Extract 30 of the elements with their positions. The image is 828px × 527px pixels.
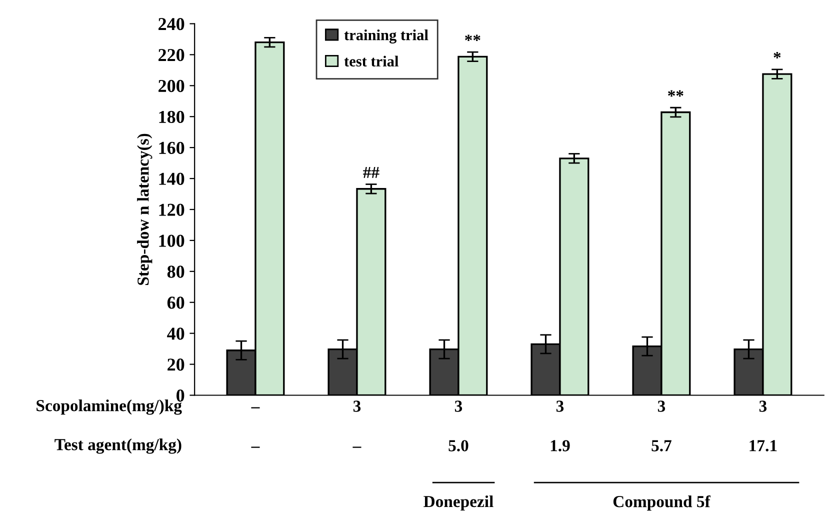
annotation: * — [774, 52, 781, 58]
text: Compound 5f — [613, 495, 710, 511]
y-tick-label: 180 — [159, 110, 184, 124]
y-axis-title: Step-dow n latency(s) — [137, 134, 152, 285]
text: Test agent(mg/kg) — [54, 438, 182, 454]
legend-label: test trial — [344, 56, 398, 67]
category-label: 3 1.9 — [550, 400, 570, 452]
text: Donepezil — [424, 495, 494, 511]
y-tick-label: 160 — [159, 142, 184, 154]
y-tick-label: 20 — [168, 358, 184, 371]
category-label: 3 5.0 — [448, 400, 468, 452]
category-label: 3 – — [352, 400, 362, 448]
y-tick-label: 0 — [176, 390, 184, 402]
annotation: ** — [668, 90, 684, 97]
y-tick-label: 120 — [159, 204, 184, 216]
annotation: ** — [465, 34, 480, 42]
text: Scopolamine(mg/)kg — [36, 400, 182, 415]
y-tick-label: 140 — [159, 172, 184, 185]
y-tick-label: 60 — [167, 296, 184, 309]
y-tick-label: 40 — [167, 328, 184, 340]
y-tick-label: 200 — [158, 80, 184, 92]
category-label: – – — [251, 407, 260, 448]
y-tick-label: 240 — [158, 18, 184, 30]
annotation: ## — [363, 167, 380, 178]
legend-label: training trial — [344, 29, 428, 44]
y-tick-label: 100 — [159, 234, 184, 247]
category-label: 3 17.1 — [750, 400, 777, 452]
y-tick-label: 220 — [158, 48, 184, 62]
category-label: 3 5.7 — [652, 400, 672, 452]
y-tick-label: 80 — [167, 266, 184, 278]
